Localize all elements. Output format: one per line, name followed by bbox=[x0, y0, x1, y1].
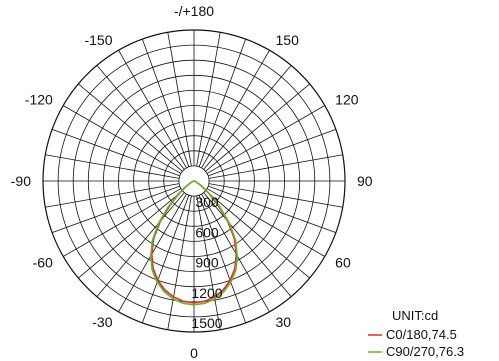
series-layer bbox=[149, 180, 239, 306]
grid-spoke bbox=[63, 188, 182, 257]
grid-spoke bbox=[51, 185, 180, 234]
grid-spoke bbox=[196, 32, 221, 167]
grid-spoke bbox=[196, 195, 221, 330]
radial-tick-label: 1500 bbox=[191, 315, 222, 331]
grid-spoke bbox=[118, 50, 187, 169]
angle-label: 120 bbox=[335, 92, 359, 108]
grid-spoke bbox=[206, 105, 325, 174]
angle-label: 90 bbox=[357, 173, 373, 189]
grid-spoke bbox=[206, 188, 325, 257]
grid-spoke bbox=[208, 183, 343, 208]
radial-tick-label: 300 bbox=[195, 194, 219, 210]
angle-label: 150 bbox=[276, 32, 300, 48]
grid-spoke bbox=[51, 128, 180, 177]
grid-spoke bbox=[203, 65, 292, 170]
grid-spoke bbox=[208, 154, 343, 179]
grid-spoke bbox=[198, 195, 247, 324]
grid-spoke bbox=[208, 128, 337, 177]
angle-label: -60 bbox=[33, 255, 53, 271]
radial-tick-label: 900 bbox=[195, 255, 219, 271]
grid-spoke bbox=[63, 105, 182, 174]
grid-spoke bbox=[45, 154, 180, 179]
grid-spoke bbox=[141, 195, 190, 324]
grid-spoke bbox=[201, 50, 270, 169]
grid-spoke bbox=[141, 38, 190, 167]
grid-spoke bbox=[45, 183, 180, 208]
grid-spoke bbox=[205, 190, 310, 279]
angle-label: 0 bbox=[190, 345, 198, 361]
angle-label: 30 bbox=[276, 314, 292, 330]
grid-spoke bbox=[205, 83, 310, 172]
angle-label: -/+180 bbox=[174, 3, 214, 19]
radial-tick-label: 1200 bbox=[191, 285, 222, 301]
angle-label: -120 bbox=[25, 92, 53, 108]
radial-labels: 300 600 900 1200 1500 bbox=[191, 194, 222, 331]
legend: UNIT:cd C0/180,74.5 C90/270,76.3 bbox=[368, 308, 464, 359]
grid-spoke bbox=[203, 192, 292, 297]
grid-spoke bbox=[198, 38, 247, 167]
angle-label: -30 bbox=[92, 314, 112, 330]
grid-spoke bbox=[167, 195, 192, 330]
grid-spoke bbox=[78, 190, 183, 279]
angle-label: -150 bbox=[84, 32, 112, 48]
legend-label-c90: C90/270,76.3 bbox=[386, 344, 464, 359]
grid-spoke bbox=[208, 185, 337, 234]
unit-label: UNIT:cd bbox=[392, 308, 438, 323]
angle-label: 60 bbox=[335, 255, 351, 271]
angle-label: -90 bbox=[11, 173, 31, 189]
grid-spoke bbox=[96, 192, 185, 297]
grid-spoke bbox=[167, 32, 192, 167]
series-line-1 bbox=[149, 180, 239, 306]
grid-spoke bbox=[96, 65, 185, 170]
grid-spoke bbox=[78, 83, 183, 172]
angle-labels: -/+180 150 -150 120 -120 90 -90 60 -60 30 -30 0 bbox=[11, 3, 373, 361]
radial-tick-label: 600 bbox=[195, 224, 219, 240]
legend-label-c0: C0/180,74.5 bbox=[386, 327, 457, 342]
